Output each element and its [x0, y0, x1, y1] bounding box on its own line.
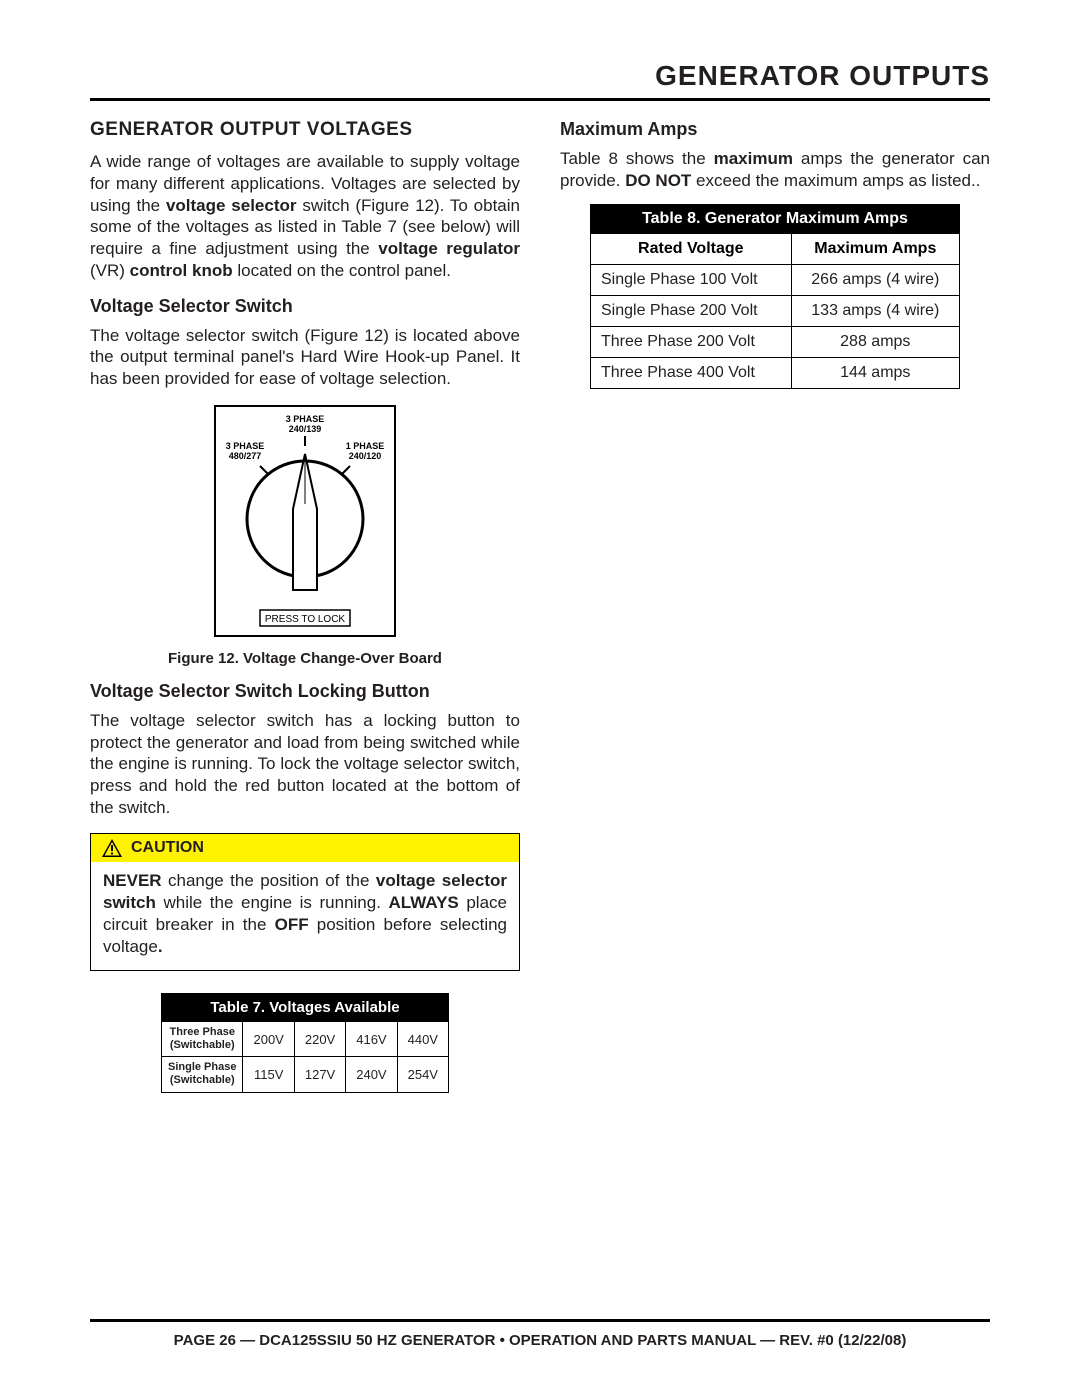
- text: Table 8 shows the: [560, 149, 714, 168]
- bold: DO NOT: [625, 171, 691, 190]
- voltage-switch-diagram: 3 PHASE 240/139 3 PHASE 480/277 1 PHASE …: [205, 404, 405, 639]
- text: exceed the maximum amps as listed..: [691, 171, 980, 190]
- table-cell: Single Phase 200 Volt: [591, 295, 792, 326]
- text: (Switchable): [170, 1074, 235, 1086]
- table-col-head: Rated Voltage: [591, 233, 792, 264]
- table-header-row: Rated Voltage Maximum Amps: [591, 233, 960, 264]
- footer-rule: [90, 1319, 990, 1322]
- content-columns: GENERATOR OUTPUT VOLTAGES A wide range o…: [90, 119, 990, 1093]
- table-cell: 220V: [294, 1021, 345, 1056]
- text: Three Phase: [170, 1026, 235, 1038]
- para-locking-button: The voltage selector switch has a lockin…: [90, 710, 520, 819]
- bold: control knob: [130, 261, 233, 280]
- heading-locking-button: Voltage Selector Switch Locking Button: [90, 681, 520, 702]
- right-column: Maximum Amps Table 8 shows the maximum a…: [560, 119, 990, 1093]
- table-cell: 115V: [243, 1057, 294, 1092]
- table-row-head: Single Phase(Switchable): [162, 1057, 243, 1092]
- page-title: GENERATOR OUTPUTS: [90, 60, 990, 98]
- caution-box: CAUTION NEVER change the position of the…: [90, 833, 520, 971]
- caution-body: NEVER change the position of the voltage…: [91, 862, 519, 970]
- table-row: Three Phase 400 Volt144 amps: [591, 357, 960, 388]
- fig-label-left-b: 480/277: [229, 451, 262, 461]
- bold: voltage selector: [166, 196, 297, 215]
- figure-12: 3 PHASE 240/139 3 PHASE 480/277 1 PHASE …: [90, 404, 520, 644]
- para-max-amps: Table 8 shows the maximum amps the gener…: [560, 148, 990, 192]
- heading-max-amps: Maximum Amps: [560, 119, 990, 140]
- table-7-title: Table 7. Voltages Available: [162, 993, 449, 1021]
- fig-label-left-a: 3 PHASE: [226, 441, 265, 451]
- caution-label: CAUTION: [131, 839, 204, 857]
- table-col-head: Maximum Amps: [791, 233, 959, 264]
- figure-12-caption: Figure 12. Voltage Change-Over Board: [90, 650, 520, 667]
- text: Single Phase: [168, 1061, 236, 1073]
- table-cell: 416V: [346, 1021, 397, 1056]
- footer-text: PAGE 26 — DCA125SSIU 50 HZ GENERATOR • O…: [90, 1332, 990, 1349]
- text: change the position of the: [162, 871, 376, 890]
- table-cell: 288 amps: [791, 326, 959, 357]
- bold: NEVER: [103, 871, 162, 890]
- table-cell: 254V: [397, 1057, 448, 1092]
- fig-label-right-a: 1 PHASE: [346, 441, 385, 451]
- para-output-voltages: A wide range of voltages are available t…: [90, 151, 520, 282]
- table-row: Three Phase(Switchable) 200V 220V 416V 4…: [162, 1021, 449, 1056]
- bold: OFF: [275, 915, 309, 934]
- caution-header: CAUTION: [91, 834, 519, 862]
- text: located on the control panel.: [233, 261, 451, 280]
- left-column: GENERATOR OUTPUT VOLTAGES A wide range o…: [90, 119, 520, 1093]
- table-7-voltages: Table 7. Voltages Available Three Phase(…: [161, 993, 449, 1093]
- table-cell: 240V: [346, 1057, 397, 1092]
- fig-press-to-lock: PRESS TO LOCK: [265, 614, 346, 625]
- text: (Switchable): [170, 1039, 235, 1051]
- table-row: Three Phase 200 Volt288 amps: [591, 326, 960, 357]
- table-8-max-amps: Table 8. Generator Maximum Amps Rated Vo…: [590, 204, 960, 389]
- table-cell: 144 amps: [791, 357, 959, 388]
- heading-vss: Voltage Selector Switch: [90, 296, 520, 317]
- warning-triangle-icon: [101, 838, 123, 858]
- page-footer: PAGE 26 — DCA125SSIU 50 HZ GENERATOR • O…: [90, 1319, 990, 1349]
- table-cell: Three Phase 200 Volt: [591, 326, 792, 357]
- bold: ALWAYS: [389, 893, 459, 912]
- table-cell: 133 amps (4 wire): [791, 295, 959, 326]
- text: while the engine is running.: [156, 893, 389, 912]
- fig-label-right-b: 240/120: [349, 451, 382, 461]
- text: (VR): [90, 261, 130, 280]
- table-cell: 266 amps (4 wire): [791, 264, 959, 295]
- table-8-title: Table 8. Generator Maximum Amps: [591, 204, 960, 233]
- table-row: Single Phase 200 Volt133 amps (4 wire): [591, 295, 960, 326]
- heading-output-voltages: GENERATOR OUTPUT VOLTAGES: [90, 119, 520, 141]
- bold: .: [158, 937, 163, 956]
- table-cell: Three Phase 400 Volt: [591, 357, 792, 388]
- table-row: Single Phase 100 Volt266 amps (4 wire): [591, 264, 960, 295]
- fig-label-top-b: 240/139: [289, 424, 322, 434]
- title-rule: [90, 98, 990, 101]
- table-cell: 127V: [294, 1057, 345, 1092]
- bold: maximum: [714, 149, 793, 168]
- table-row-head: Three Phase(Switchable): [162, 1021, 243, 1056]
- table-cell: 200V: [243, 1021, 294, 1056]
- bold: voltage regulator: [378, 239, 520, 258]
- table-cell: 440V: [397, 1021, 448, 1056]
- fig-label-top-a: 3 PHASE: [286, 414, 325, 424]
- table-row: Single Phase(Switchable) 115V 127V 240V …: [162, 1057, 449, 1092]
- para-vss: The voltage selector switch (Figure 12) …: [90, 325, 520, 390]
- table-cell: Single Phase 100 Volt: [591, 264, 792, 295]
